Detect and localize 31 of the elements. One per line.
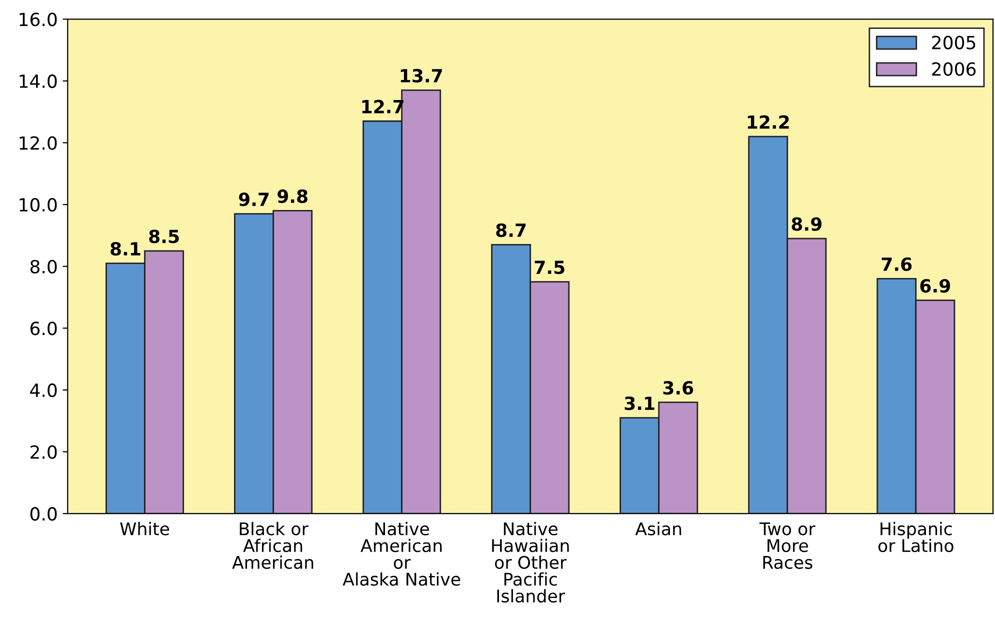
x-tick-label: Native Hawaiian or Other Pacific Islander bbox=[492, 522, 569, 603]
data-label: 6.9 bbox=[920, 279, 950, 293]
x-tick-label: White bbox=[120, 522, 170, 536]
x-tick-label: Black or African American bbox=[232, 522, 314, 569]
y-tick-label: 8.0 bbox=[30, 260, 57, 274]
y-tick-label: 16.0 bbox=[20, 12, 57, 26]
legend-label: 2005 bbox=[932, 36, 976, 50]
data-label: 12.2 bbox=[748, 115, 789, 129]
legend-label: 2006 bbox=[932, 62, 976, 76]
y-tick-label: 2.0 bbox=[30, 445, 57, 459]
data-label: 8.9 bbox=[792, 217, 822, 231]
data-label: 8.1 bbox=[110, 242, 140, 256]
data-label: 3.6 bbox=[663, 381, 694, 395]
data-label: 8.7 bbox=[496, 223, 526, 238]
data-label: 7.5 bbox=[534, 260, 564, 274]
y-tick-label: 10.0 bbox=[20, 198, 57, 212]
y-tick-label: 6.0 bbox=[30, 322, 57, 336]
data-label: 13.7 bbox=[400, 68, 442, 83]
y-tick-label: 12.0 bbox=[20, 136, 57, 150]
y-tick-label: 0.0 bbox=[30, 507, 57, 521]
y-tick-label: 4.0 bbox=[30, 383, 57, 398]
x-tick-label: Asian bbox=[635, 522, 682, 536]
x-tick-label: Native American or Alaska Native bbox=[342, 522, 460, 586]
y-tick-label: 14.0 bbox=[20, 74, 57, 88]
x-tick-label: Two or More Races bbox=[759, 522, 816, 569]
data-label: 8.5 bbox=[149, 230, 179, 244]
data-label: 7.6 bbox=[882, 257, 912, 272]
data-label: 9.7 bbox=[238, 192, 269, 206]
x-tick-label: Hispanic or Latino bbox=[878, 522, 954, 552]
data-label: 3.1 bbox=[624, 396, 654, 410]
data-label: 9.8 bbox=[278, 189, 308, 204]
